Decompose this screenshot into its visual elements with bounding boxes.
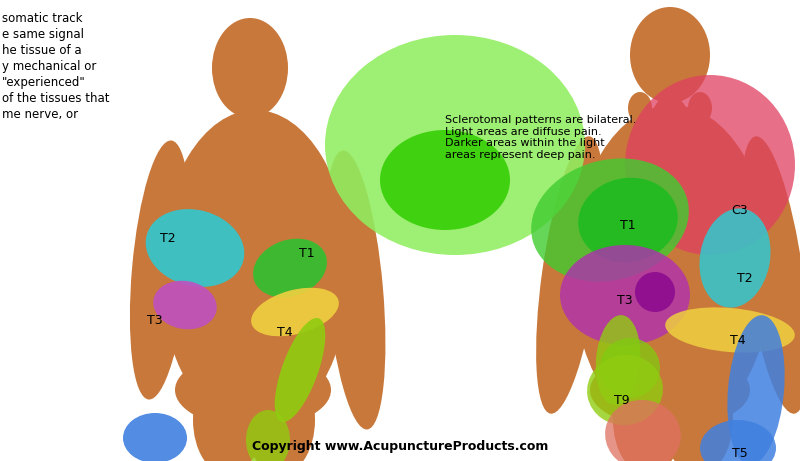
Text: of the tissues that: of the tissues that: [2, 92, 110, 105]
Text: T1: T1: [299, 247, 315, 260]
Ellipse shape: [536, 136, 604, 414]
Text: T2: T2: [160, 231, 176, 244]
Ellipse shape: [245, 365, 315, 461]
Ellipse shape: [380, 130, 510, 230]
Ellipse shape: [193, 365, 263, 461]
Ellipse shape: [605, 400, 681, 461]
Ellipse shape: [160, 110, 350, 430]
Ellipse shape: [652, 96, 688, 140]
Ellipse shape: [663, 365, 733, 461]
Text: e same signal: e same signal: [2, 28, 84, 41]
Ellipse shape: [666, 307, 794, 353]
Ellipse shape: [688, 92, 712, 124]
Text: T9: T9: [614, 394, 630, 407]
Ellipse shape: [246, 410, 290, 461]
Ellipse shape: [635, 272, 675, 312]
Ellipse shape: [274, 318, 326, 422]
Text: T1: T1: [620, 219, 636, 231]
Text: T3: T3: [147, 313, 163, 326]
Ellipse shape: [531, 159, 689, 282]
Ellipse shape: [700, 420, 776, 461]
Ellipse shape: [613, 365, 683, 461]
Text: Copyright www.AcupunctureProducts.com: Copyright www.AcupunctureProducts.com: [252, 440, 548, 453]
Ellipse shape: [572, 105, 772, 435]
Text: me nerve, or: me nerve, or: [2, 108, 78, 121]
Ellipse shape: [251, 288, 339, 336]
Text: Sclerotomal patterns are bilateral.
Light areas are diffuse pain.
Darker areas w: Sclerotomal patterns are bilateral. Ligh…: [445, 115, 636, 160]
Text: T4: T4: [730, 333, 746, 347]
Ellipse shape: [596, 315, 640, 405]
Ellipse shape: [123, 413, 187, 461]
Ellipse shape: [325, 150, 386, 430]
Ellipse shape: [741, 136, 800, 414]
Ellipse shape: [560, 245, 690, 345]
Ellipse shape: [727, 315, 785, 461]
Text: T4: T4: [277, 325, 293, 338]
Text: he tissue of a: he tissue of a: [2, 44, 82, 57]
Ellipse shape: [325, 35, 585, 255]
Ellipse shape: [625, 75, 795, 255]
Text: T2: T2: [737, 272, 753, 284]
Ellipse shape: [212, 18, 288, 118]
Text: T3: T3: [617, 294, 633, 307]
Ellipse shape: [600, 338, 660, 398]
Text: y mechanical or: y mechanical or: [2, 60, 96, 73]
Ellipse shape: [175, 352, 331, 428]
Ellipse shape: [130, 141, 190, 400]
Ellipse shape: [253, 239, 327, 297]
Ellipse shape: [232, 105, 268, 155]
Text: "experienced": "experienced": [2, 76, 86, 89]
Ellipse shape: [587, 355, 663, 425]
Text: somatic track: somatic track: [2, 12, 82, 25]
Ellipse shape: [590, 352, 750, 428]
Text: C3: C3: [732, 203, 748, 217]
Ellipse shape: [699, 208, 770, 307]
Ellipse shape: [578, 178, 678, 262]
Ellipse shape: [630, 7, 710, 103]
Ellipse shape: [154, 281, 217, 329]
Ellipse shape: [146, 209, 244, 287]
Ellipse shape: [628, 92, 652, 124]
Text: T5: T5: [732, 447, 748, 460]
